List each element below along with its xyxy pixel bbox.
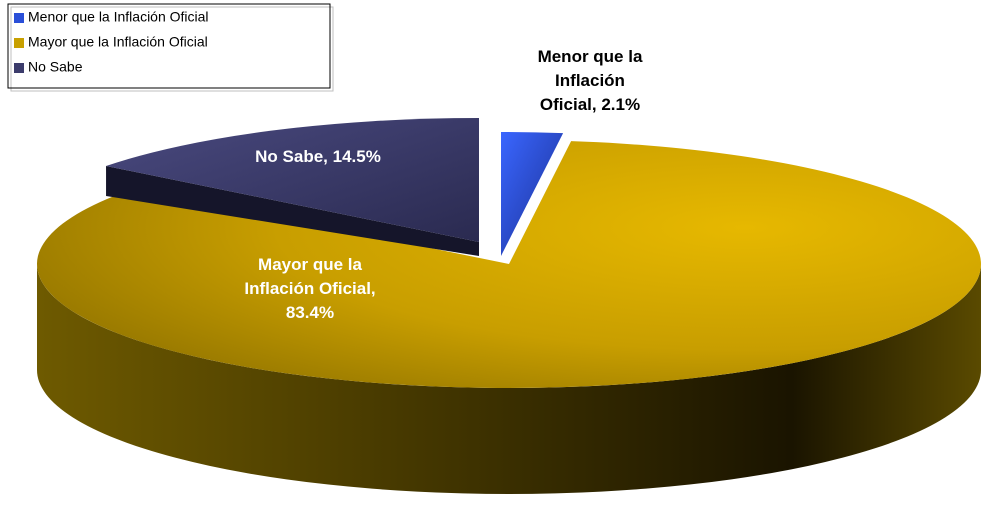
legend-swatch — [14, 63, 24, 73]
pie: Menor que la Inflación Oficial, 2.1% Mayor … — [36, 47, 982, 494]
legend-shadow — [10, 6, 334, 92]
slice — [36, 141, 982, 388]
legend-swatch — [14, 13, 24, 23]
slice — [501, 132, 564, 256]
legend-label: No Sabe — [28, 59, 83, 75]
legend-swatch — [14, 38, 24, 48]
data-label: No Sabe, 14.5% — [255, 147, 381, 166]
legend: Menor que la Inflación Oficial Mayor que … — [7, 3, 334, 92]
slice-side — [37, 264, 981, 494]
legend-label: Menor que la Inflación Oficial — [28, 9, 209, 25]
data-label: Mayor que la Inflación Oficial, 83.4% — [244, 255, 375, 322]
legend-label: Mayor que la Inflación Oficial — [28, 34, 208, 50]
slice-edge — [106, 165, 479, 256]
legend-box — [7, 3, 331, 89]
slice — [106, 118, 479, 242]
data-label: Menor que la Inflación Oficial, 2.1% — [538, 47, 643, 114]
